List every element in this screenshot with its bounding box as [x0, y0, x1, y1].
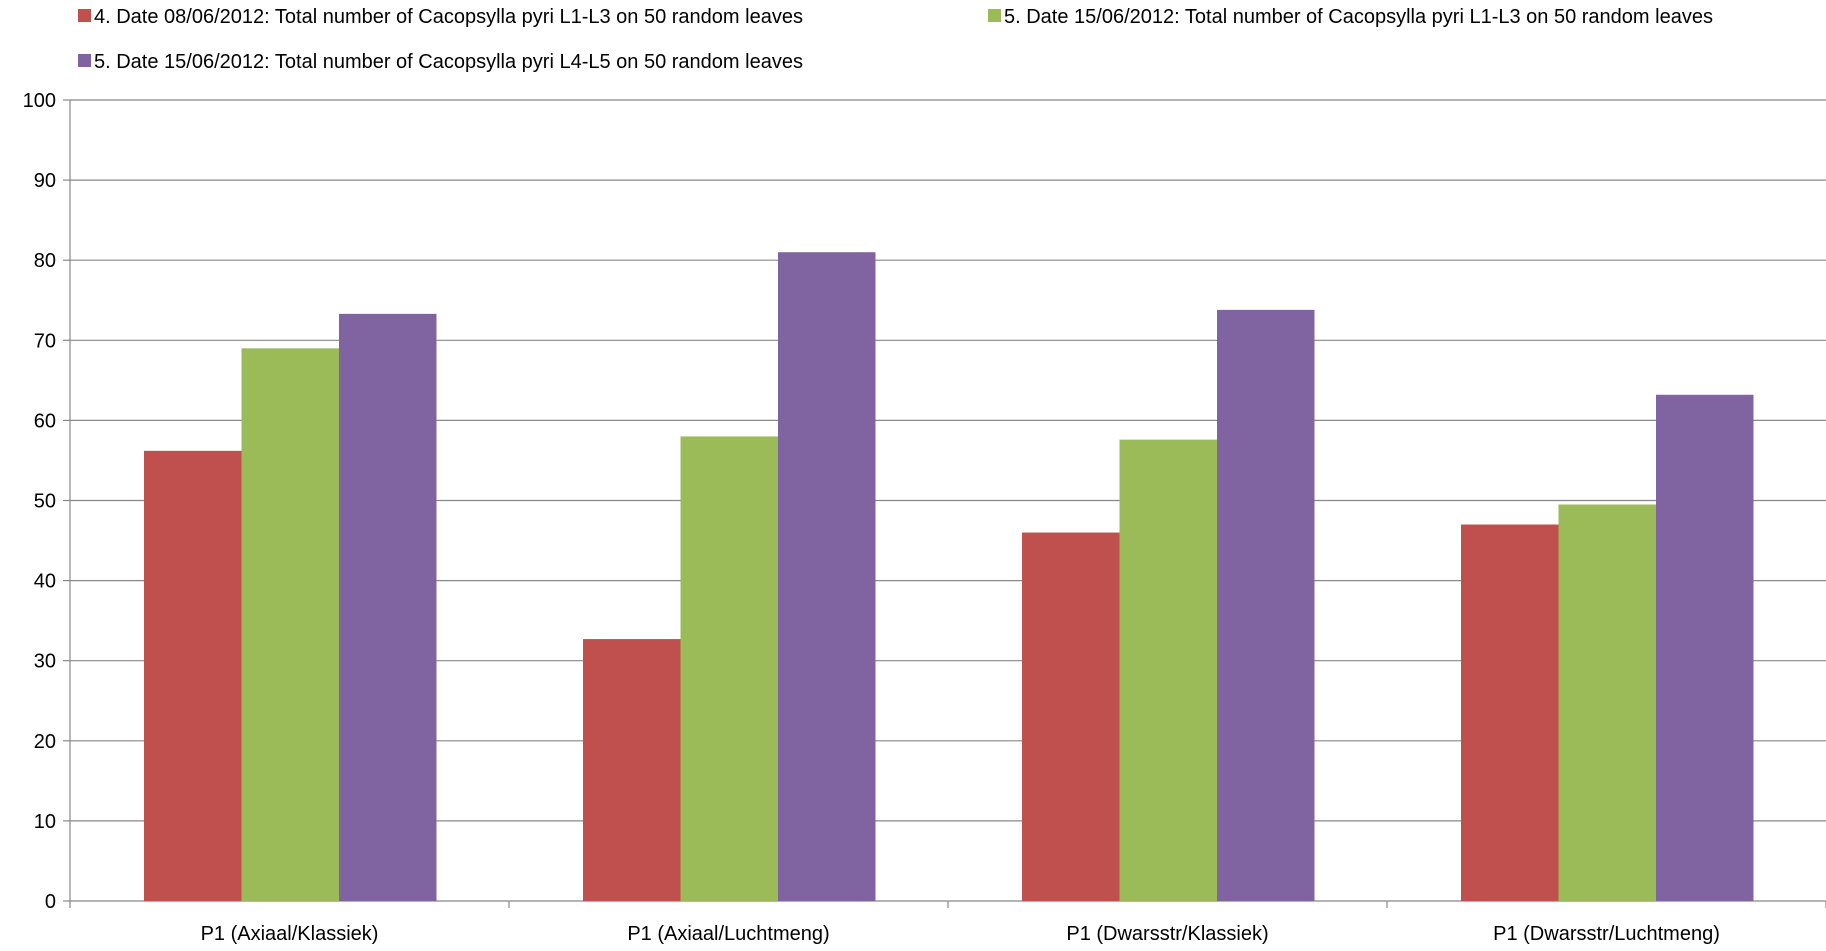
x-category-label-3: P1 (Dwarsstr/Klassiek) [1066, 923, 1268, 945]
legend-swatch-3 [78, 54, 91, 67]
legend-item-1: 4. Date 08/06/2012: Total number of Caco… [78, 6, 803, 28]
bar-series1-cat4 [1461, 524, 1559, 901]
legend-item-3: 5. Date 15/06/2012: Total number of Caco… [78, 51, 803, 73]
y-tick-label-30: 30 [34, 651, 56, 673]
x-category-label-1: P1 (Axiaal/Klassiek) [201, 923, 379, 945]
bar-series3-cat4 [1656, 394, 1754, 901]
y-tick-label-50: 50 [34, 491, 56, 513]
bar-series3-cat3 [1217, 309, 1315, 901]
bar-series3-cat1 [339, 313, 437, 901]
bar-series2-cat1 [241, 348, 339, 901]
legend-label-3: 5. Date 15/06/2012: Total number of Caco… [94, 51, 803, 73]
legend: 4. Date 08/06/2012: Total number of Caco… [78, 6, 1713, 73]
bar-series2-cat2 [680, 436, 778, 901]
bar-series2-cat4 [1558, 504, 1656, 901]
legend-item-2: 5. Date 15/06/2012: Total number of Caco… [988, 6, 1713, 28]
y-tick-label-90: 90 [34, 170, 56, 192]
legend-label-1: 4. Date 08/06/2012: Total number of Caco… [94, 6, 803, 28]
y-tick-label-60: 60 [34, 410, 56, 432]
y-tick-label-80: 80 [34, 250, 56, 272]
legend-swatch-1 [78, 9, 91, 22]
y-tick-label-70: 70 [34, 330, 56, 352]
bar-series1-cat2 [583, 639, 681, 901]
x-category-label-2: P1 (Axiaal/Luchtmeng) [627, 923, 829, 945]
y-tick-label-20: 20 [34, 731, 56, 753]
y-tick-label-40: 40 [34, 571, 56, 593]
bar-series1-cat1 [144, 450, 242, 901]
legend-label-2: 5. Date 15/06/2012: Total number of Caco… [1004, 6, 1713, 28]
legend-swatch-2 [988, 9, 1001, 22]
y-tick-label-100: 100 [23, 90, 56, 112]
y-tick-label-10: 10 [34, 811, 56, 833]
bar-series2-cat3 [1119, 439, 1217, 901]
y-tick-label-0: 0 [45, 891, 56, 913]
bar-series1-cat3 [1022, 532, 1120, 901]
bar-series3-cat2 [778, 252, 876, 901]
x-category-label-4: P1 (Dwarsstr/Luchtmeng) [1493, 923, 1720, 945]
plot-area: 0 10 20 30 40 50 60 70 80 90 100 P1 (Axiaal/Klassie… [23, 90, 1826, 945]
